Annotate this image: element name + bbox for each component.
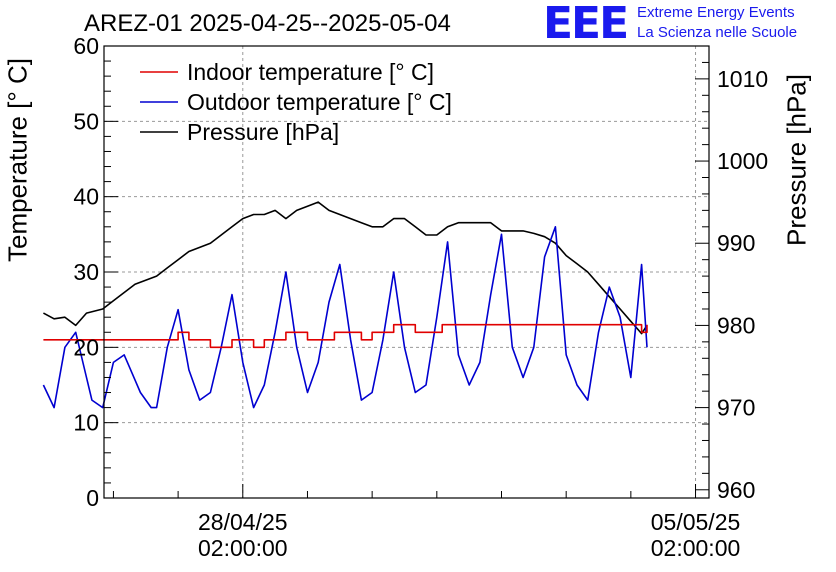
left-y-axis: 0 10 20 30 40 50 60 bbox=[73, 33, 118, 511]
legend-label-pressure: Pressure [hPa] bbox=[187, 119, 339, 145]
logo-line-1: Extreme Energy Events bbox=[637, 4, 795, 21]
y-axis-right-label: Pressure [hPa] bbox=[781, 74, 812, 246]
y-left-tick-label: 50 bbox=[73, 108, 99, 134]
series-group bbox=[42, 201, 648, 409]
series-line-outdoor bbox=[42, 226, 648, 409]
chart-title: AREZ-01 2025-04-25--2025-05-04 bbox=[84, 10, 451, 37]
x-tick-label-date: 28/04/25 bbox=[198, 509, 288, 535]
grid bbox=[104, 46, 709, 498]
x-tick-label-time: 02:00:00 bbox=[651, 535, 741, 561]
y-right-tick-label: 980 bbox=[717, 312, 755, 338]
y-left-tick-label: 10 bbox=[73, 410, 99, 436]
series-line-indoor bbox=[43, 323, 648, 349]
x-tick-label-time: 02:00:00 bbox=[198, 535, 288, 561]
y-right-tick-label: 990 bbox=[717, 230, 755, 256]
y-right-tick-label: 1010 bbox=[717, 66, 768, 92]
y-right-tick-label: 970 bbox=[717, 395, 755, 421]
y-left-tick-label: 40 bbox=[73, 184, 99, 210]
y-left-tick-label: 20 bbox=[73, 334, 99, 360]
y-axis-left-label: Temperature [° C] bbox=[2, 57, 33, 263]
y-left-tick-label: 30 bbox=[73, 259, 99, 285]
x-tick-label-date: 05/05/25 bbox=[651, 509, 741, 535]
legend-label-indoor: Indoor temperature [° C] bbox=[187, 59, 434, 85]
right-y-axis: 960 970 980 990 1000 1010 bbox=[695, 45, 768, 503]
legend-label-outdoor: Outdoor temperature [° C] bbox=[187, 89, 452, 115]
y-right-tick-label: 1000 bbox=[717, 148, 768, 174]
series-line-pressure bbox=[43, 201, 648, 335]
y-right-tick-label: 960 bbox=[717, 477, 755, 503]
legend: Indoor temperature [° C] Outdoor temperat… bbox=[140, 59, 452, 145]
logo-line-2: La Scienza nelle Scuole bbox=[637, 24, 798, 41]
eee-logo: EEE bbox=[543, 0, 629, 49]
y-left-tick-label: 0 bbox=[86, 485, 99, 511]
y-left-tick-label: 60 bbox=[73, 33, 99, 59]
